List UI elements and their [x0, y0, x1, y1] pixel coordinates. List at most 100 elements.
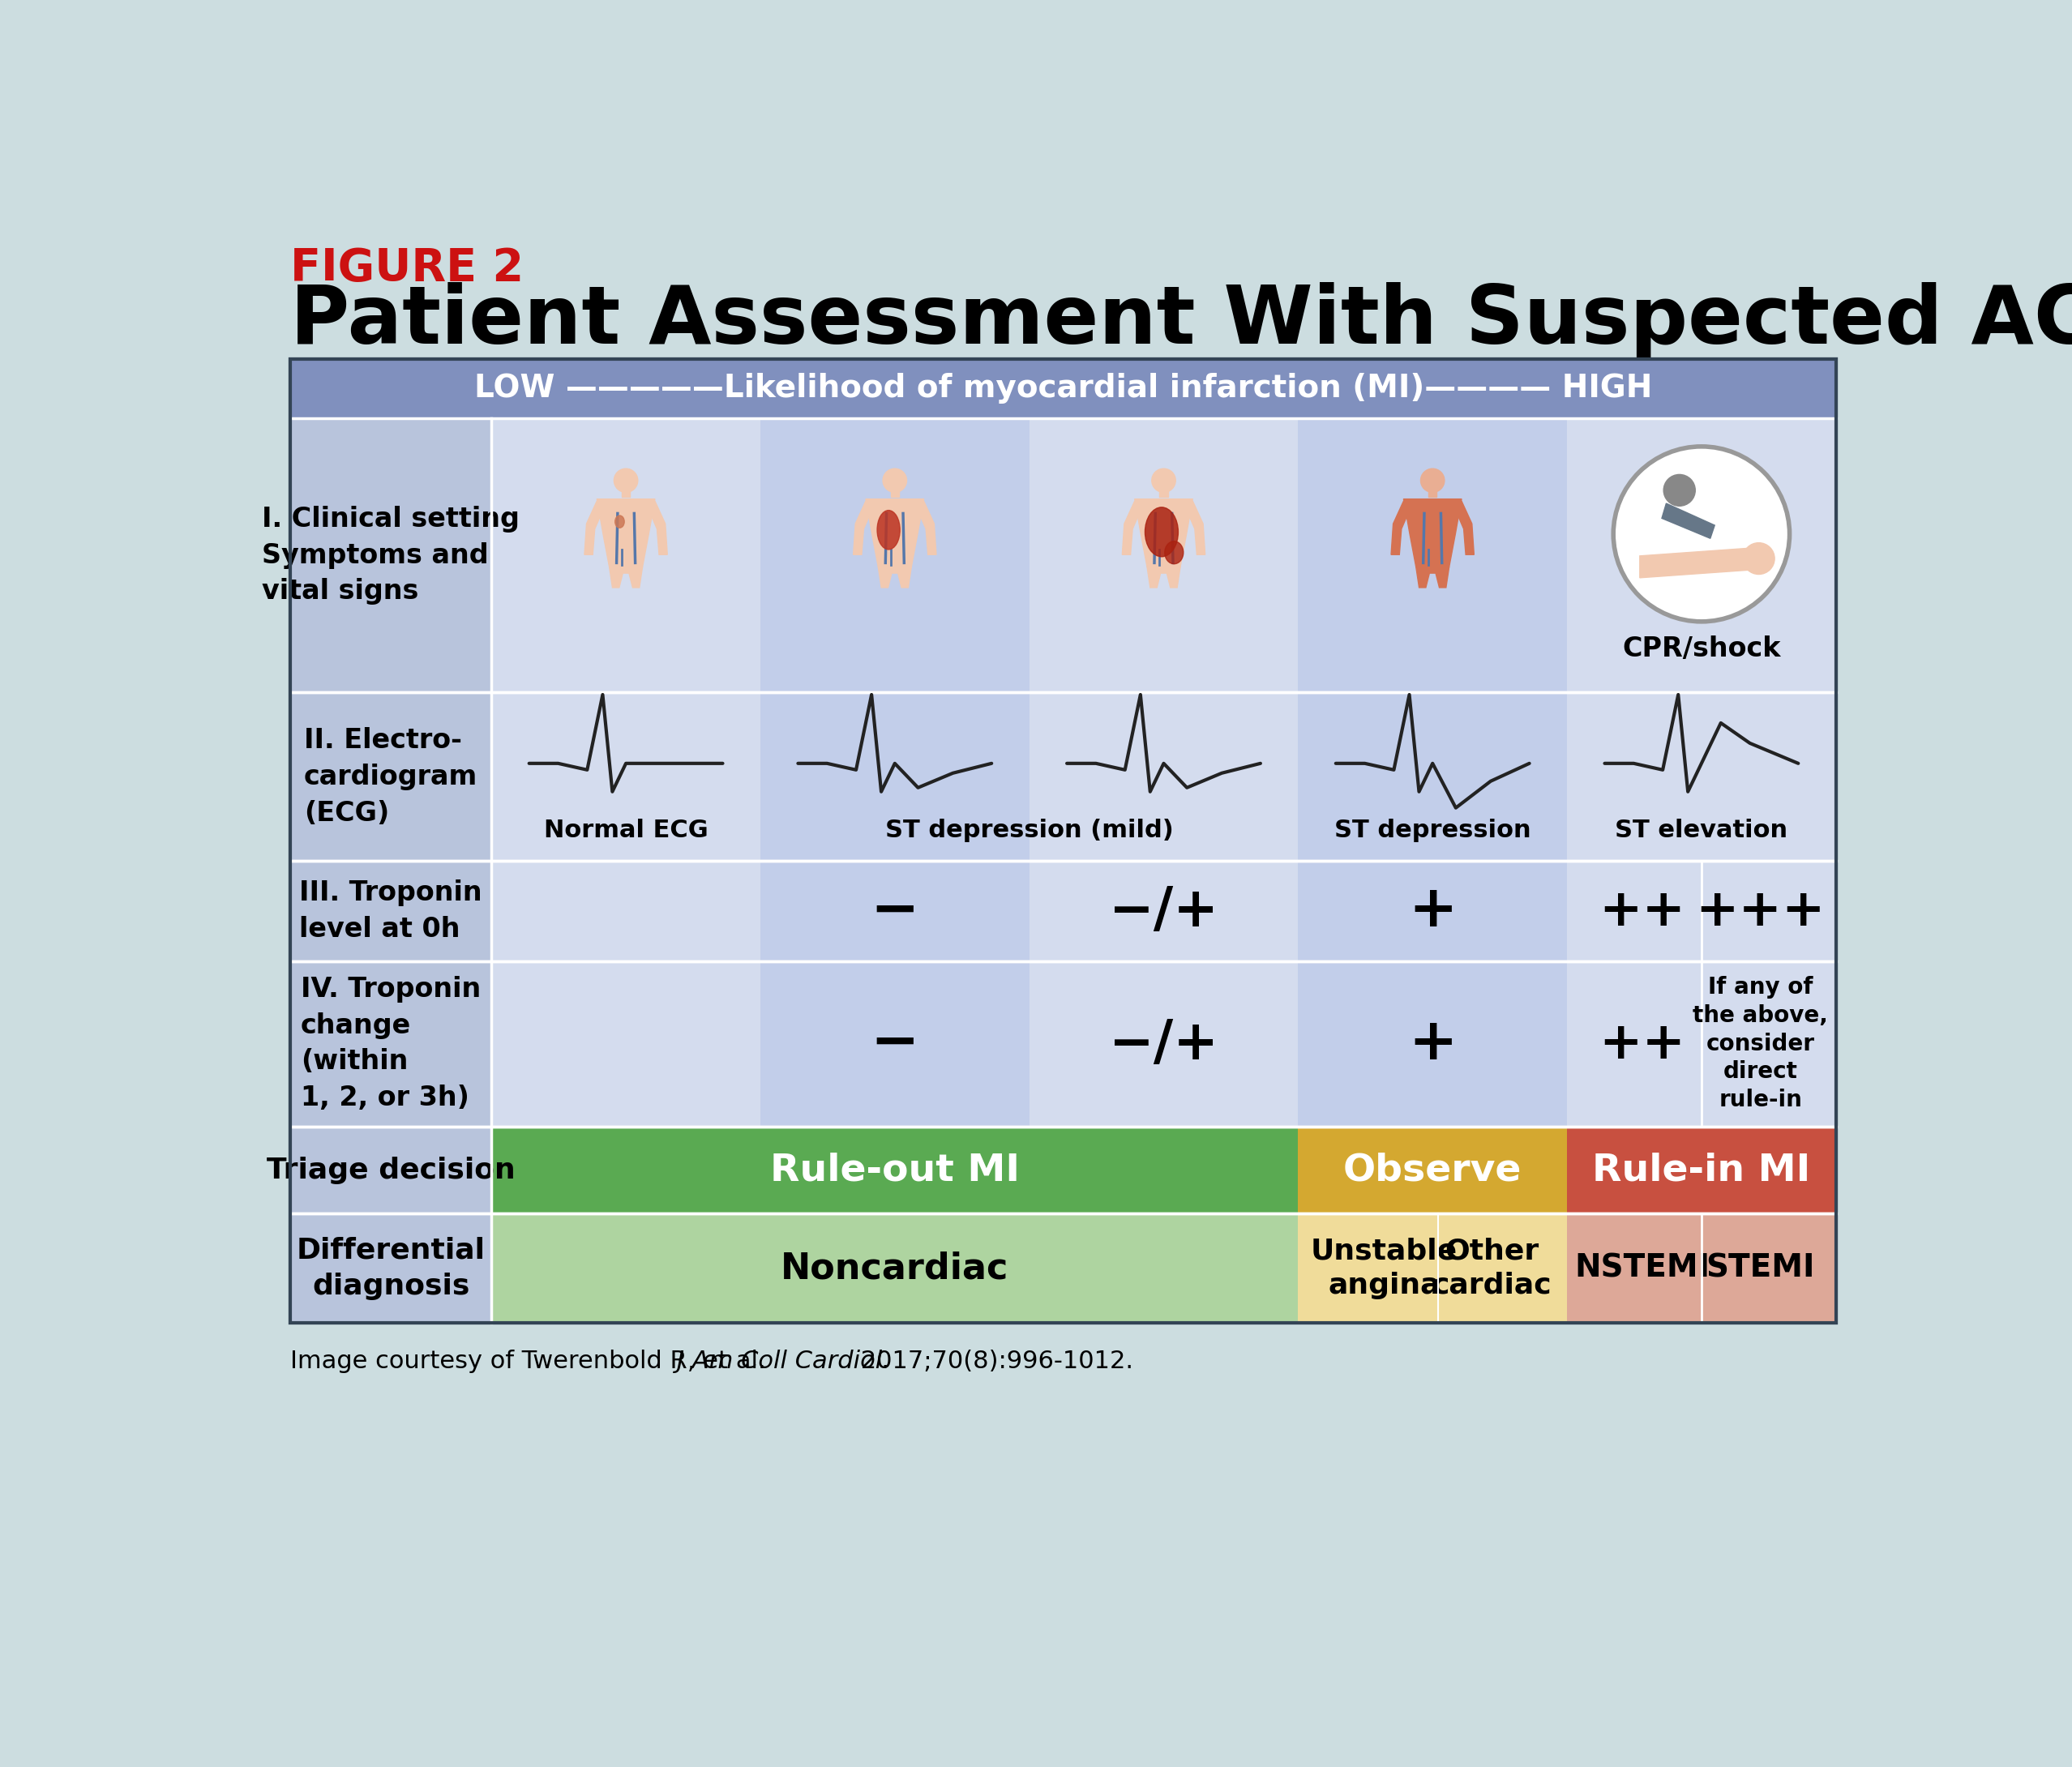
Text: Patient Assessment With Suspected ACS: Patient Assessment With Suspected ACS: [290, 283, 2072, 360]
Text: II. Electro-
cardiogram
(ECG): II. Electro- cardiogram (ECG): [305, 728, 479, 827]
Polygon shape: [916, 502, 937, 555]
Text: NSTEMI: NSTEMI: [1575, 1253, 1709, 1285]
Polygon shape: [597, 498, 655, 567]
Bar: [491, 1126, 760, 1214]
Text: ST elevation: ST elevation: [1614, 820, 1788, 843]
Polygon shape: [879, 567, 912, 588]
Bar: [1299, 961, 1566, 1126]
Bar: [1299, 693, 1566, 861]
Bar: [1299, 1126, 1566, 1214]
Text: ST depression (mild): ST depression (mild): [885, 820, 1173, 843]
Polygon shape: [1135, 498, 1193, 567]
Circle shape: [1152, 468, 1175, 493]
Circle shape: [1614, 447, 1790, 622]
Text: Other
cardiac: Other cardiac: [1432, 1237, 1552, 1299]
Text: +: +: [1409, 884, 1457, 938]
Bar: [1566, 1126, 1836, 1214]
Bar: [1299, 419, 1566, 693]
Circle shape: [1743, 542, 1774, 574]
Bar: [891, 482, 899, 497]
Text: Normal ECG: Normal ECG: [543, 820, 709, 843]
Circle shape: [1664, 475, 1695, 505]
Ellipse shape: [615, 516, 624, 528]
Bar: [290, 1214, 491, 1323]
Bar: [491, 1214, 1299, 1323]
Polygon shape: [649, 502, 667, 555]
Text: Noncardiac: Noncardiac: [781, 1251, 1009, 1286]
Bar: [1566, 1126, 1836, 1214]
Text: Image courtesy of Twerenbold R, et al.: Image courtesy of Twerenbold R, et al.: [290, 1350, 773, 1373]
Polygon shape: [1455, 502, 1473, 555]
Bar: [290, 359, 1836, 1323]
Polygon shape: [854, 502, 872, 555]
Bar: [290, 359, 1836, 419]
Bar: [1428, 482, 1436, 497]
Text: CPR/shock: CPR/shock: [1622, 636, 1780, 663]
Bar: [1566, 693, 1836, 861]
Bar: [760, 1126, 1030, 1214]
Bar: [491, 961, 760, 1126]
Bar: [1566, 1214, 1836, 1323]
Bar: [1566, 861, 1836, 961]
Text: Rule-in MI: Rule-in MI: [1591, 1152, 1811, 1187]
Polygon shape: [1662, 504, 1716, 539]
Bar: [1030, 1126, 1299, 1214]
Text: If any of
the above,
consider
direct
rule-in: If any of the above, consider direct rul…: [1693, 975, 1828, 1111]
Polygon shape: [584, 502, 605, 555]
Bar: [290, 359, 1836, 1323]
Bar: [491, 419, 760, 693]
Bar: [760, 861, 1030, 961]
Bar: [491, 861, 760, 961]
Text: FIGURE 2: FIGURE 2: [290, 246, 524, 290]
Text: Differential
diagnosis: Differential diagnosis: [296, 1237, 485, 1301]
Text: IV. Troponin
change
(within
1, 2, or 3h): IV. Troponin change (within 1, 2, or 3h): [300, 975, 481, 1111]
Text: Rule-out MI: Rule-out MI: [771, 1152, 1019, 1187]
Bar: [290, 961, 491, 1126]
Text: 2017;70(8):996-1012.: 2017;70(8):996-1012.: [854, 1350, 1133, 1373]
Ellipse shape: [1164, 541, 1183, 564]
Polygon shape: [1403, 498, 1461, 567]
Text: I. Clinical setting
Symptoms and
vital signs: I. Clinical setting Symptoms and vital s…: [261, 505, 520, 604]
Bar: [1299, 861, 1566, 961]
Polygon shape: [1185, 502, 1206, 555]
Polygon shape: [866, 498, 924, 567]
Bar: [1566, 419, 1836, 693]
Bar: [760, 961, 1030, 1126]
Polygon shape: [1639, 548, 1763, 578]
Bar: [290, 693, 491, 861]
Bar: [491, 1126, 1299, 1214]
Circle shape: [883, 468, 908, 493]
Polygon shape: [1123, 502, 1142, 555]
Text: ++: ++: [1600, 1018, 1687, 1069]
Text: −/+: −/+: [1109, 1018, 1218, 1071]
Bar: [1299, 1126, 1566, 1214]
Text: Unstable
angina: Unstable angina: [1312, 1237, 1457, 1299]
Circle shape: [1421, 468, 1444, 493]
Ellipse shape: [876, 511, 899, 550]
Text: ++: ++: [1600, 885, 1687, 937]
Text: −/+: −/+: [1109, 884, 1218, 938]
Bar: [491, 693, 760, 861]
Text: ST depression: ST depression: [1334, 820, 1531, 843]
Text: +: +: [1409, 1016, 1457, 1071]
Bar: [1566, 961, 1836, 1126]
Polygon shape: [1390, 502, 1411, 555]
Polygon shape: [1148, 567, 1181, 588]
Polygon shape: [1415, 567, 1448, 588]
Ellipse shape: [1146, 507, 1179, 557]
Bar: [1030, 693, 1299, 861]
Bar: [760, 693, 1030, 861]
Text: III. Troponin
level at 0h: III. Troponin level at 0h: [300, 880, 483, 942]
Bar: [290, 419, 491, 693]
Text: Observe: Observe: [1343, 1152, 1523, 1187]
Text: Triage decision: Triage decision: [267, 1156, 516, 1184]
Bar: [622, 482, 630, 497]
Text: LOW —————Likelihood of myocardial infarction (MI)———— HIGH: LOW —————Likelihood of myocardial infarc…: [474, 373, 1651, 403]
Bar: [1299, 1214, 1566, 1323]
Bar: [290, 861, 491, 961]
Circle shape: [613, 468, 638, 493]
Text: −: −: [870, 1016, 920, 1071]
Text: +++: +++: [1695, 885, 1825, 937]
Bar: [760, 419, 1030, 693]
Bar: [1030, 861, 1299, 961]
